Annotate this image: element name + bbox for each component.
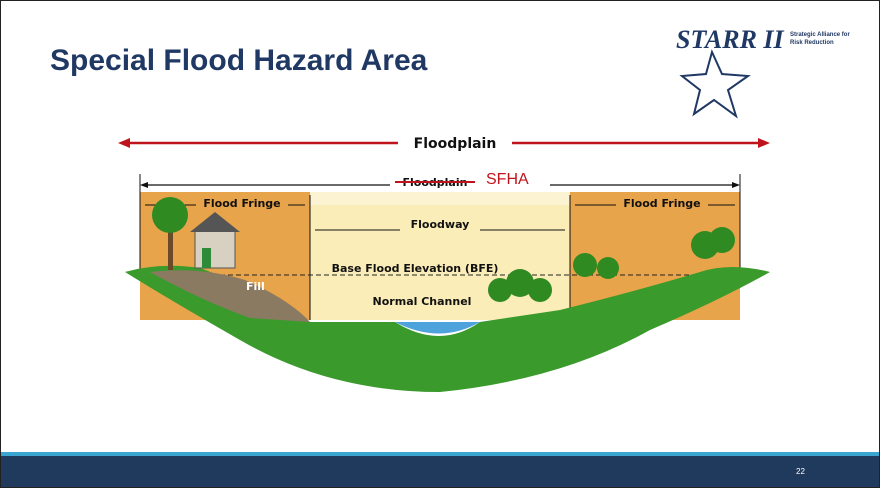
footer-accent xyxy=(1,452,879,456)
floodway-label: Floodway xyxy=(411,218,470,231)
floodplain-label: Floodplain xyxy=(414,136,497,152)
logo-name: STARR II xyxy=(676,25,785,54)
house-door xyxy=(202,248,211,268)
tree xyxy=(152,197,188,233)
sfha-band xyxy=(310,192,570,205)
logo-tagline: Strategic Alliance for xyxy=(790,32,850,38)
slide-canvas: Special Flood Hazard Area STARR II Strat… xyxy=(0,0,880,488)
tree xyxy=(573,253,597,277)
bfe-label: Base Flood Elevation (BFE) xyxy=(332,262,499,275)
slide-title: Special Flood Hazard Area xyxy=(50,44,428,77)
tree xyxy=(528,278,552,302)
sfha-label: SFHA xyxy=(486,171,529,188)
right-fringe-label: Flood Fringe xyxy=(623,197,700,210)
page: {"header": {"title": "Special Flood Haza… xyxy=(0,0,880,488)
tree xyxy=(709,227,735,253)
left-fringe-label: Flood Fringe xyxy=(203,197,280,210)
channel-label: Normal Channel xyxy=(373,295,472,308)
footer-bar xyxy=(1,456,879,487)
tree xyxy=(597,257,619,279)
house-body xyxy=(195,230,235,268)
page-number: 22 xyxy=(796,467,805,476)
tree-trunk xyxy=(168,230,173,270)
fill-label: Fill xyxy=(246,280,265,293)
slide: Special Flood Hazard Area STARR II Strat… xyxy=(0,0,880,488)
logo-tagline: Risk Reduction xyxy=(790,40,834,46)
